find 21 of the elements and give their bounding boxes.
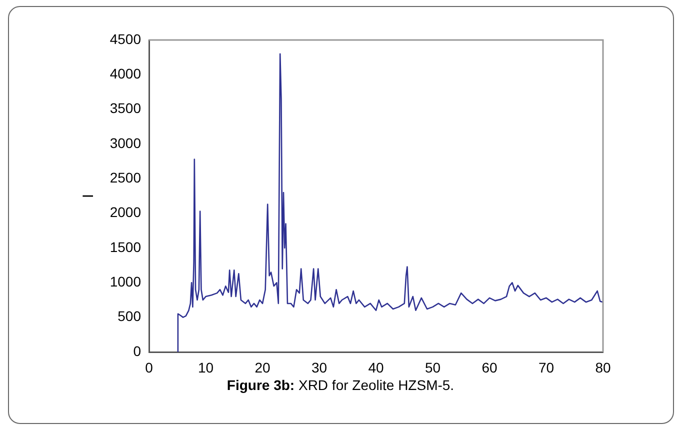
x-tick-label: 30 bbox=[311, 359, 328, 376]
x-tick-label: 70 bbox=[538, 359, 554, 376]
x-tick-label: 40 bbox=[368, 359, 384, 376]
x-tick-label: 80 bbox=[595, 359, 611, 376]
x-tick-label: 10 bbox=[198, 359, 214, 376]
y-tick-label: 1000 bbox=[110, 274, 142, 290]
y-tick-label: 4000 bbox=[110, 66, 142, 82]
y-tick-label: 2500 bbox=[110, 170, 142, 186]
x-tick-label: 50 bbox=[424, 359, 441, 376]
y-tick-label: 2000 bbox=[110, 204, 142, 220]
y-axis-title: I bbox=[80, 194, 98, 198]
y-tick-label: 0 bbox=[133, 342, 142, 359]
x-tick-label: 0 bbox=[145, 359, 154, 376]
x-tick-label: 60 bbox=[482, 359, 498, 376]
y-tick-label: 4500 bbox=[110, 30, 142, 47]
y-tick-label: 3000 bbox=[110, 134, 142, 151]
y-tick-label: 500 bbox=[118, 308, 142, 324]
x-tick-label: 20 bbox=[254, 359, 270, 376]
y-tick-label: 1500 bbox=[110, 238, 142, 255]
text: Figure 3b: XRD for Zeolite HZSM-5. bbox=[226, 377, 456, 393]
y-tick-label: 3500 bbox=[110, 100, 142, 116]
